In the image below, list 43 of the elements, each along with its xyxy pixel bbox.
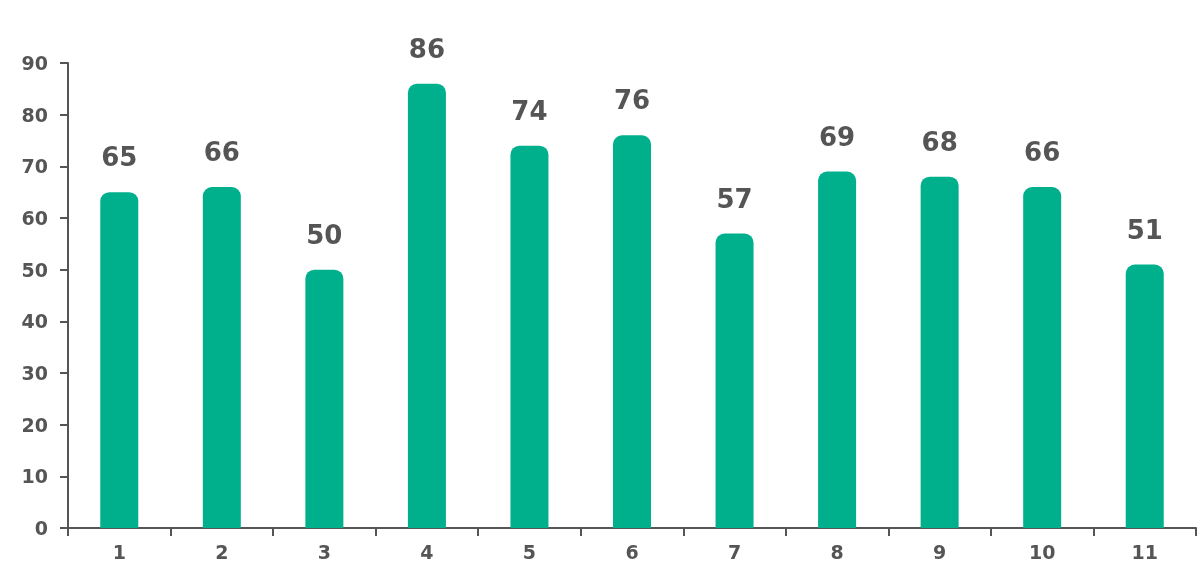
data-label: 57 [716, 183, 753, 214]
x-tick-label: 2 [215, 540, 229, 563]
bar [1023, 187, 1062, 528]
x-tick-label: 8 [830, 540, 844, 563]
bar [613, 135, 651, 528]
data-label: 74 [511, 95, 548, 126]
y-tick-label: 70 [21, 155, 48, 178]
y-tick-label: 90 [21, 52, 48, 74]
data-label: 68 [921, 126, 958, 157]
bar [202, 187, 241, 528]
y-tick-label: 80 [21, 103, 48, 126]
x-tick-label: 5 [522, 540, 537, 563]
data-label: 65 [101, 142, 138, 173]
y-tick-label: 30 [21, 362, 48, 384]
data-label: 51 [1126, 214, 1163, 245]
bar [100, 192, 139, 528]
y-tick-label: 10 [21, 465, 48, 488]
bar [305, 269, 344, 528]
bar [510, 145, 549, 528]
data-label: 66 [1024, 137, 1061, 167]
x-tick-label: 11 [1131, 540, 1158, 563]
data-label: 50 [306, 219, 343, 250]
bar [920, 176, 959, 528]
x-tick-label: 6 [625, 540, 639, 563]
data-label: 76 [613, 85, 651, 116]
x-tick-label: 3 [317, 540, 331, 563]
data-label: 69 [819, 121, 856, 152]
x-tick-label: 7 [727, 540, 742, 563]
x-tick-label: 1 [112, 540, 126, 563]
bar [818, 171, 857, 528]
data-label: 66 [203, 137, 240, 167]
bar [715, 233, 754, 528]
bar [1125, 264, 1164, 528]
y-tick-label: 50 [21, 258, 48, 281]
y-tick-label: 0 [34, 517, 48, 539]
y-tick-label: 40 [21, 310, 48, 333]
y-tick-label: 60 [21, 207, 48, 229]
data-label: 86 [408, 33, 445, 64]
x-tick-label: 10 [1028, 540, 1056, 563]
x-tick-label: 4 [420, 540, 434, 563]
y-tick-label: 20 [21, 413, 48, 436]
x-tick-label: 9 [933, 540, 947, 563]
bar [407, 83, 446, 528]
